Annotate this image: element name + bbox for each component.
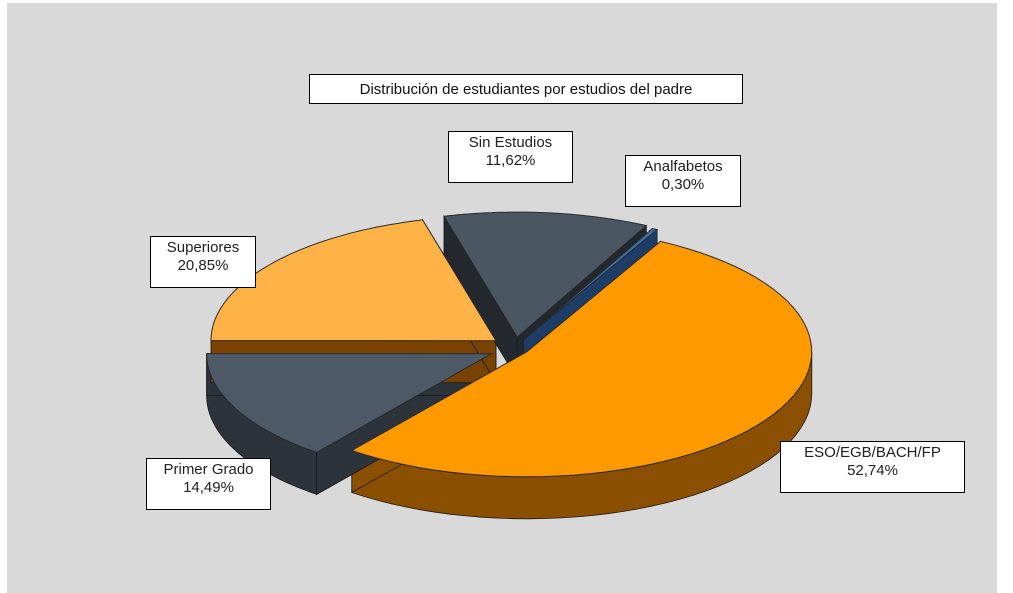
slice-value-text: 52,74% [847, 462, 898, 479]
slice-value-text: 20,85% [177, 257, 229, 274]
pie-slice-superiores [210, 219, 497, 342]
data-label-sin-estudios: Sin Estudios 11,62% [448, 131, 573, 183]
slice-label-text: Primer Grado [163, 461, 254, 478]
chart-title: Distribución de estudiantes por estudios… [309, 74, 743, 104]
pie-slice-eso-egb-bach-fp [350, 240, 813, 478]
slice-value-text: 0,30% [661, 176, 705, 193]
data-label-primer-grado: Primer Grado 14,49% [146, 458, 271, 510]
slice-label-text: Sin Estudios [468, 134, 553, 151]
pie-chart [206, 211, 813, 520]
data-label-analfabetos: Analfabetos 0,30% [625, 155, 741, 207]
data-label-eso: ESO/EGB/BACH/FP 52,74% [780, 441, 965, 493]
pie-slice-primer-grado [206, 353, 494, 453]
slice-label-text: Analfabetos [643, 158, 723, 175]
pie-slice-sin-estudios [443, 211, 648, 338]
pie-slice-analfabetos [522, 228, 659, 341]
slice-value-text: 11,62% [485, 152, 536, 169]
slice-label-text: Superiores [166, 239, 240, 256]
slice-label-text: ESO/EGB/BACH/FP [804, 444, 941, 461]
data-label-superiores: Superiores 20,85% [150, 236, 256, 288]
slice-value-text: 14,49% [183, 479, 234, 496]
